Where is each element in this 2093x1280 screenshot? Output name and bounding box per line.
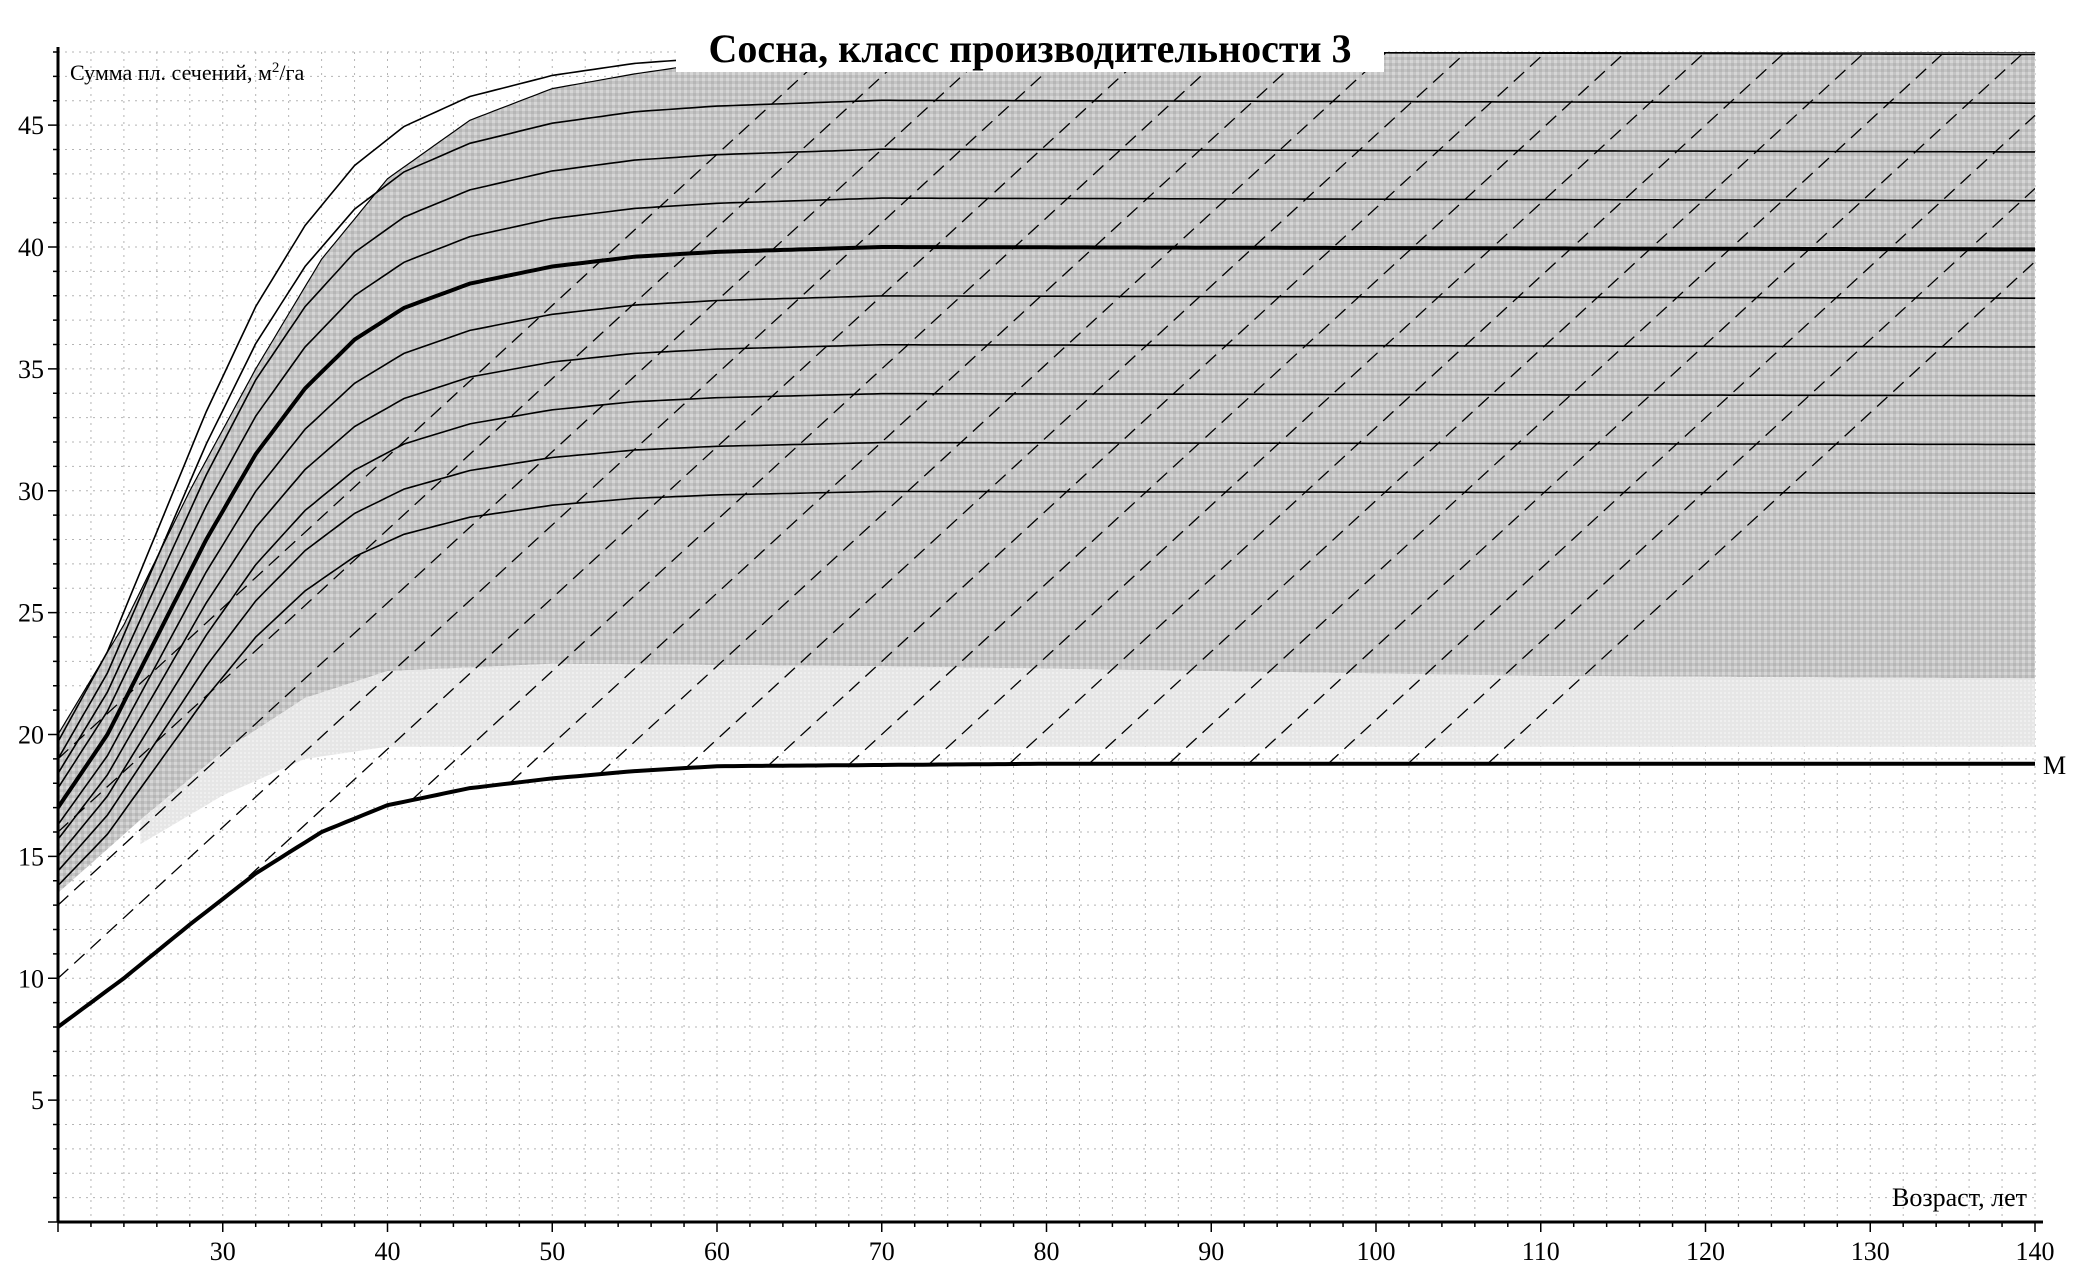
guide-curve (58, 148, 2035, 774)
axes (48, 47, 2043, 1232)
thinning-line (1487, 261, 2035, 764)
thinning-line (510, 52, 1308, 783)
thinning-line (58, 52, 988, 906)
x-tick-label: 140 (2016, 1237, 2055, 1266)
thinning-line (599, 52, 1388, 774)
thinning-line (232, 52, 1148, 892)
x-axis-label: Возраст, лет (1892, 1183, 2027, 1212)
x-tick-label: 120 (1686, 1237, 1725, 1266)
min-curve-label: M (2043, 751, 2066, 780)
y-axis-label-main: Сумма пл. сечений, м (70, 60, 272, 85)
thinning-lines (58, 52, 2035, 979)
y-tick-label: 10 (18, 964, 44, 993)
y-tick-label: 20 (18, 721, 44, 750)
y-tick-label: 25 (18, 599, 44, 628)
shaded-band (58, 52, 2035, 893)
guide-curve (58, 490, 2035, 887)
y-axis-label-superscript: 2 (272, 60, 280, 76)
light-band (140, 663, 2035, 845)
thinning-line (1408, 188, 2035, 764)
band-area (58, 52, 2035, 893)
x-tick-label: 130 (1851, 1237, 1890, 1266)
x-tick-label: 70 (869, 1237, 895, 1266)
y-tick-label: 30 (18, 477, 44, 506)
x-tick-label: 110 (1522, 1237, 1560, 1266)
x-tick-label: 40 (375, 1237, 401, 1266)
y-tick-label: 15 (18, 842, 44, 871)
y-tick-label: 5 (31, 1086, 44, 1115)
chart-text: Сосна, класс производительности 3 Возрас… (18, 24, 2066, 1266)
x-tick-label: 30 (210, 1237, 236, 1266)
guide-curve (58, 295, 2035, 826)
y-axis-label-suffix: /га (279, 60, 304, 85)
y-tick-label: 40 (18, 233, 44, 262)
min-curve (58, 761, 2035, 1029)
guide-curve (58, 99, 2035, 760)
x-tick-label: 60 (704, 1237, 730, 1266)
thinning-line (1327, 114, 2035, 765)
thinning-line (58, 52, 1067, 979)
x-tick-label: 50 (539, 1237, 565, 1266)
title-backdrop (676, 24, 1384, 72)
guide-curve (58, 344, 2035, 840)
y-tick-label: 45 (18, 111, 44, 140)
y-tick-label: 35 (18, 355, 44, 384)
curves (58, 52, 2035, 1029)
y-axis-label: Сумма пл. сечений, м2/га (70, 60, 305, 85)
chart-title: Сосна, класс производительности 3 (708, 26, 1351, 71)
guide-curve (58, 52, 2035, 743)
x-tick-label: 90 (1198, 1237, 1224, 1266)
reference-curve (58, 245, 2035, 809)
thinning-line (58, 55, 825, 760)
guide-curve (58, 197, 2035, 789)
thinning-line (58, 53, 907, 833)
x-tick-label: 80 (1034, 1237, 1060, 1266)
thinning-line (686, 52, 1468, 768)
thinning-line (411, 52, 1229, 801)
guide-curve (58, 441, 2035, 872)
guide-curve (58, 392, 2035, 857)
thinning-line (767, 52, 1547, 767)
x-tick-label: 100 (1357, 1237, 1396, 1266)
